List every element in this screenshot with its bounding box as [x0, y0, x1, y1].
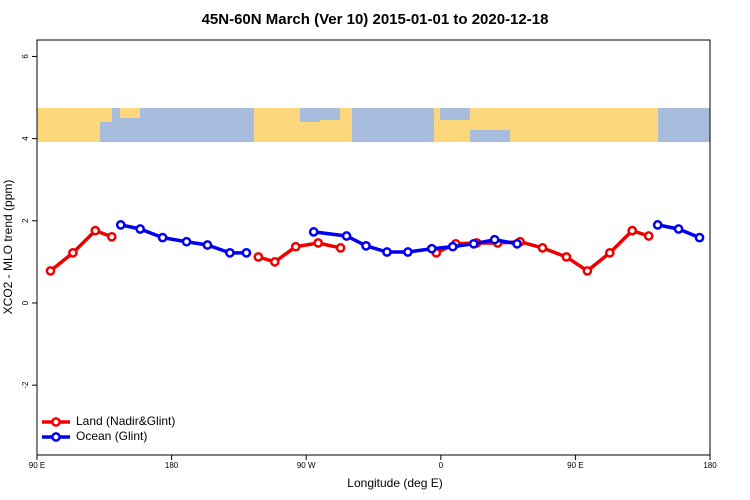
point	[225, 247, 235, 258]
point	[643, 231, 654, 241]
point	[253, 252, 264, 262]
legend-label: Land (Nadir&Glint)	[76, 414, 175, 428]
point	[135, 224, 146, 234]
map-ocean	[100, 122, 114, 142]
point	[68, 247, 78, 258]
point	[241, 247, 252, 258]
point	[447, 241, 458, 252]
point	[290, 241, 301, 252]
point	[308, 227, 319, 237]
chart-title: 45N-60N March (Ver 10) 2015-01-01 to 202…	[202, 11, 549, 28]
y-tick-label: 2	[21, 218, 30, 223]
point	[90, 225, 101, 236]
map-ocean	[440, 108, 470, 120]
legend-marker	[51, 417, 61, 427]
y-tick-label: 6	[21, 54, 30, 59]
point	[604, 247, 615, 258]
legend-label: Ocean (Glint)	[76, 429, 147, 443]
point	[582, 266, 593, 276]
point	[115, 220, 126, 230]
y-tick-label: -2	[21, 381, 30, 389]
point	[382, 247, 392, 257]
point	[468, 238, 479, 249]
map-land	[120, 108, 140, 118]
point	[489, 234, 500, 245]
x-tick-label: 90 W	[297, 461, 316, 470]
map-ocean	[352, 108, 434, 142]
y-tick-label: 0	[21, 300, 30, 305]
point	[106, 231, 117, 242]
map-land	[320, 120, 350, 142]
point	[335, 243, 346, 253]
point	[627, 225, 638, 236]
x-axis-label: Longitude (deg E)	[347, 476, 442, 490]
x-tick-label: 180	[165, 461, 179, 470]
x-tick-label: 90 E	[29, 461, 45, 470]
x-tick-label: 0	[439, 461, 444, 470]
x-tick-label: 90 E	[567, 461, 583, 470]
point	[202, 240, 213, 250]
map-ocean	[658, 108, 710, 142]
point	[45, 266, 56, 276]
point	[313, 238, 324, 248]
point	[426, 243, 437, 254]
point	[537, 243, 548, 253]
point	[694, 232, 705, 243]
point	[673, 224, 684, 234]
point	[341, 231, 352, 241]
plot-frame	[36, 39, 711, 456]
legend-marker	[51, 432, 61, 442]
point	[561, 252, 572, 262]
point	[269, 257, 280, 267]
point	[181, 236, 192, 247]
point	[157, 232, 168, 243]
y-tick-label: 4	[21, 136, 30, 141]
map-ocean	[470, 130, 510, 142]
point	[512, 238, 522, 249]
point	[652, 220, 663, 230]
point	[361, 241, 371, 251]
x-tick-label: 180	[703, 461, 717, 470]
point	[403, 247, 413, 257]
y-axis-label: XCO2 - MLO trend (ppm)	[1, 180, 15, 315]
map-band	[37, 108, 710, 142]
map-ocean	[300, 108, 340, 122]
